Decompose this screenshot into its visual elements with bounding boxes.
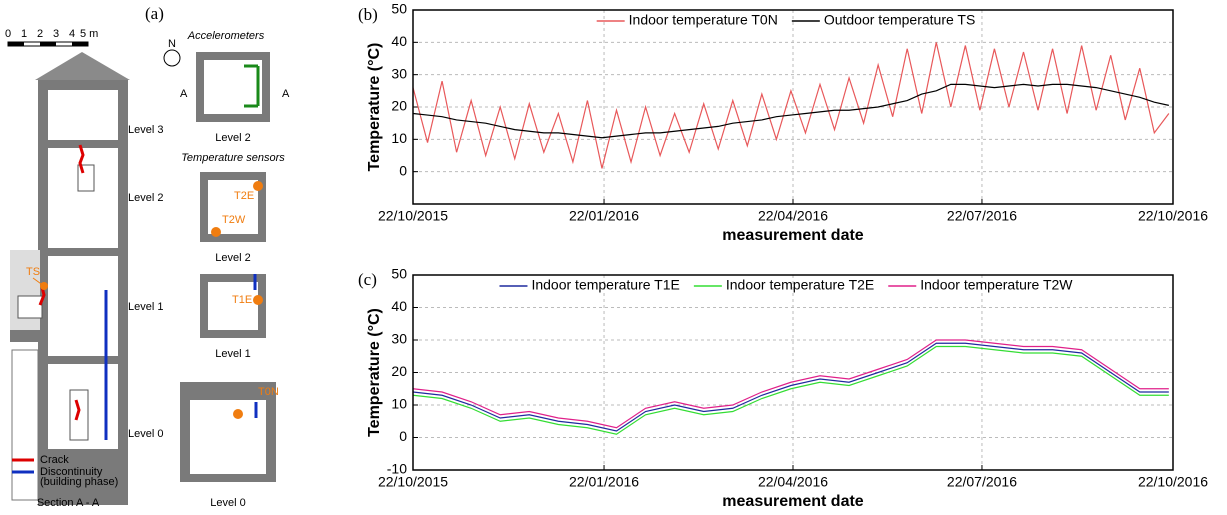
x-tick-label: 22/10/2015 <box>378 474 448 490</box>
legend-label: Crack <box>40 454 69 466</box>
y-tick-label: -10 <box>387 461 407 477</box>
scale-label: 0 <box>5 28 11 40</box>
series-line <box>412 342 1169 432</box>
y-axis-label: Temperature (°C) <box>366 308 383 437</box>
level-label: Level 0 <box>128 428 163 440</box>
sensor-label: T1E <box>232 294 252 306</box>
sensor-label: T0N <box>258 386 279 398</box>
plan-level: Level 2 <box>215 252 250 264</box>
y-tick-label: 50 <box>391 1 407 17</box>
section-title: Section A - A <box>37 497 100 509</box>
x-tick-label: 22/10/2015 <box>378 208 448 224</box>
section-mark: A <box>282 88 290 100</box>
y-axis-label: Temperature (°C) <box>366 43 383 172</box>
plan-heading: Accelerometers <box>187 30 265 42</box>
panel-label: (c) <box>358 270 377 289</box>
y-tick-label: 50 <box>391 266 407 282</box>
y-tick-label: 0 <box>399 428 407 444</box>
x-tick-label: 22/07/2016 <box>947 208 1017 224</box>
series-line <box>412 42 1170 169</box>
scale-bar: 0 1 2 3 4 5 m <box>5 28 98 47</box>
legend-label: Indoor temperature T2W <box>920 277 1073 293</box>
sensor-label: TS <box>26 266 40 278</box>
y-tick-label: 10 <box>391 396 407 412</box>
diagram: (a) 0 1 2 3 4 5 m <box>5 4 290 509</box>
scale-label: 1 <box>21 28 27 40</box>
series-line <box>412 83 1169 139</box>
series-line <box>412 339 1169 429</box>
sensor-label: T2E <box>234 190 254 202</box>
legend-label: (building phase) <box>40 476 118 488</box>
y-tick-label: 0 <box>399 162 407 178</box>
y-tick-label: 30 <box>391 331 407 347</box>
plan-level: Level 2 <box>215 132 250 144</box>
x-tick-label: 22/04/2016 <box>758 208 828 224</box>
series-line <box>412 345 1169 435</box>
y-tick-label: 20 <box>391 363 407 379</box>
plan-level: Level 1 <box>215 348 250 360</box>
plot-frame <box>412 274 1174 471</box>
x-tick-label: 22/10/2016 <box>1138 208 1208 224</box>
tower-section: TS <box>10 52 130 505</box>
legend-label: Indoor temperature T0N <box>629 12 778 28</box>
y-tick-label: 20 <box>391 98 407 114</box>
scale-label: 4 <box>69 28 75 40</box>
x-tick-label: 22/07/2016 <box>947 474 1017 490</box>
legend-label: Indoor temperature T2E <box>726 277 874 293</box>
x-tick-label: 22/04/2016 <box>758 474 828 490</box>
plan-level: Level 0 <box>210 497 245 509</box>
x-tick-label: 22/10/2016 <box>1138 474 1208 490</box>
legend-label: Indoor temperature T1E <box>531 277 679 293</box>
level-label: Level 2 <box>128 192 163 204</box>
section-mark: A <box>180 88 188 100</box>
x-tick-label: 22/01/2016 <box>569 208 639 224</box>
scale-label: 3 <box>53 28 59 40</box>
plan-heading: Temperature sensors <box>181 152 285 164</box>
y-tick-label: 40 <box>391 298 407 314</box>
x-axis-label: measurement date <box>722 227 863 244</box>
x-axis-label: measurement date <box>722 493 863 510</box>
x-tick-label: 22/01/2016 <box>569 474 639 490</box>
sensor-label: T2W <box>222 214 246 226</box>
y-tick-label: 40 <box>391 33 407 49</box>
panel-label: (b) <box>358 5 378 24</box>
level-label: Level 1 <box>128 301 163 313</box>
scale-label: 5 m <box>80 28 98 40</box>
plot-frame <box>412 9 1174 205</box>
north-label: N <box>168 38 176 50</box>
panel-label: (a) <box>145 4 164 23</box>
scale-label: 2 <box>37 28 43 40</box>
legend-label: Outdoor temperature TS <box>824 12 975 28</box>
level-label: Level 3 <box>128 124 163 136</box>
legend-label: Discontinuity <box>40 466 103 478</box>
y-tick-label: 10 <box>391 130 407 146</box>
y-tick-label: 30 <box>391 65 407 81</box>
